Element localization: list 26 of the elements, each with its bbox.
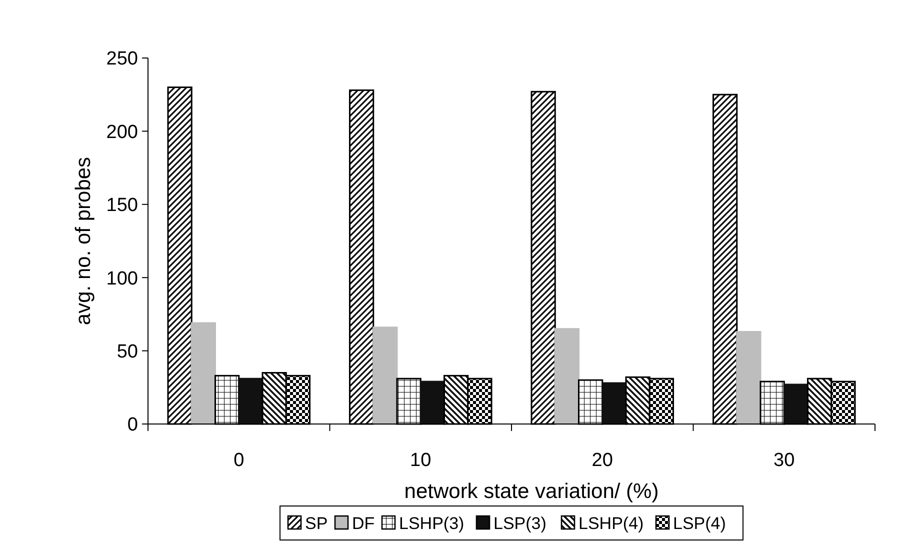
bar xyxy=(372,326,398,425)
bar xyxy=(736,331,762,425)
legend-label: LSP(3) xyxy=(494,514,546,533)
x-tick-label: 0 xyxy=(234,450,244,471)
y-tick-label: 50 xyxy=(116,341,138,362)
legend-label: LSHP(4) xyxy=(578,514,644,533)
legend-label: LSHP(3) xyxy=(399,514,464,533)
y-tick-label: 200 xyxy=(106,122,138,143)
y-tick-label: 250 xyxy=(106,48,138,70)
bar xyxy=(554,328,580,425)
x-tick-label: 30 xyxy=(774,450,795,471)
legend-label: DF xyxy=(352,514,375,533)
y-axis-title: avg. no. of probes xyxy=(72,156,95,326)
x-tick-label: 10 xyxy=(410,450,432,471)
y-tick-label: 100 xyxy=(106,268,138,290)
bar xyxy=(190,322,216,425)
bar xyxy=(238,378,264,425)
y-tick-label: 0 xyxy=(127,414,138,436)
legend-label: LSP(4) xyxy=(673,514,726,533)
x-axis-title: network state variation/ (%) xyxy=(404,480,659,503)
bar xyxy=(783,384,809,425)
bar xyxy=(420,380,446,425)
bar xyxy=(602,382,627,425)
y-tick-label: 150 xyxy=(106,195,138,216)
legend-label: SP xyxy=(305,514,328,533)
x-tick-label: 20 xyxy=(592,450,613,471)
